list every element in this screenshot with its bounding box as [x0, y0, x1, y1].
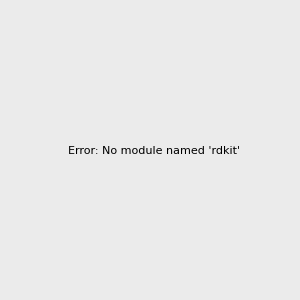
Text: Error: No module named 'rdkit': Error: No module named 'rdkit' [68, 146, 240, 157]
